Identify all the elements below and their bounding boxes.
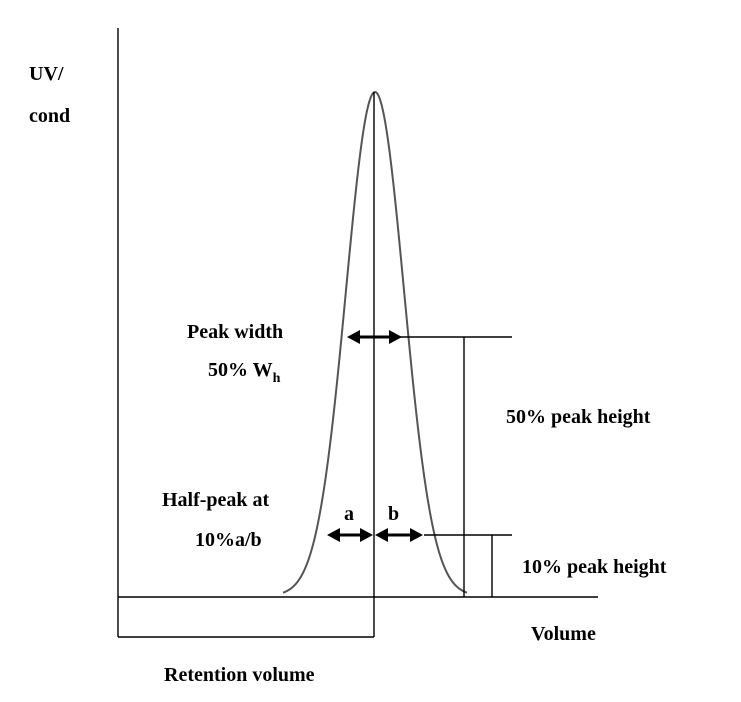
- fifty-percent-height-label: 50% peak height: [506, 406, 651, 428]
- ten-percent-height-label: 10% peak height: [522, 556, 667, 578]
- half-peak-b-arrow: [375, 528, 423, 542]
- half-peak-label: Half-peak at: [162, 489, 270, 511]
- half-peak-value: 10%a/b: [195, 529, 262, 551]
- label-a: a: [344, 503, 354, 525]
- label-b: b: [388, 503, 399, 525]
- retention-volume-label: Retention volume: [164, 664, 315, 686]
- peak-width-label: Peak width: [187, 321, 283, 343]
- y-axis-label-line2: cond: [29, 105, 70, 127]
- peak-width-arrow: [347, 330, 402, 344]
- peak-curve: [282, 90, 468, 594]
- x-axis-label: Volume: [531, 623, 596, 645]
- peak-width-value: 50% Wh: [208, 359, 281, 386]
- half-peak-a-arrow: [327, 528, 373, 542]
- y-axis-label-line1: UV/: [29, 63, 64, 85]
